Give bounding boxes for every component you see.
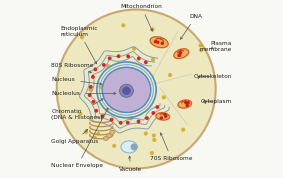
Circle shape [114,85,117,88]
Circle shape [151,28,154,31]
Text: Cytoplasm: Cytoplasm [200,99,231,104]
Circle shape [122,24,125,27]
Ellipse shape [103,136,108,140]
Circle shape [164,114,166,116]
Circle shape [150,152,153,155]
Ellipse shape [174,49,189,59]
Ellipse shape [121,141,137,153]
Circle shape [131,144,137,150]
Circle shape [152,134,155,137]
Circle shape [182,128,185,131]
Circle shape [151,58,154,61]
Circle shape [138,57,140,60]
Circle shape [185,101,187,103]
Ellipse shape [106,134,112,138]
Circle shape [157,41,159,43]
Circle shape [99,86,102,88]
Circle shape [93,136,96,139]
Text: Vacuole: Vacuole [119,156,142,172]
Circle shape [186,104,188,106]
Circle shape [101,115,104,117]
Circle shape [132,47,135,50]
Circle shape [92,101,95,103]
Circle shape [160,117,162,119]
Circle shape [88,94,91,96]
Circle shape [162,96,165,99]
Text: Cytoskeleton: Cytoskeleton [193,74,231,79]
Circle shape [129,117,132,120]
Circle shape [169,74,171,77]
Circle shape [81,36,83,39]
Ellipse shape [110,130,115,134]
Circle shape [113,84,115,87]
Circle shape [153,138,156,141]
Circle shape [117,55,120,57]
Text: Nuclear Envelope: Nuclear Envelope [52,108,108,168]
Circle shape [90,86,92,88]
Circle shape [89,88,92,91]
Circle shape [161,42,163,44]
Ellipse shape [102,67,151,112]
Ellipse shape [120,84,133,97]
Circle shape [178,54,180,57]
Circle shape [145,61,147,64]
Text: Nucleolus: Nucleolus [52,91,116,96]
Circle shape [179,52,182,54]
Circle shape [179,54,181,56]
Circle shape [95,109,98,112]
Ellipse shape [57,10,216,168]
Circle shape [85,130,87,133]
Circle shape [200,49,203,52]
Circle shape [103,64,105,66]
Circle shape [111,106,114,109]
Ellipse shape [156,113,170,120]
Circle shape [113,144,116,147]
Circle shape [187,102,189,104]
Circle shape [146,117,148,119]
Ellipse shape [178,100,192,108]
Circle shape [119,122,122,124]
Circle shape [155,41,156,43]
Circle shape [97,132,100,135]
Circle shape [94,68,97,71]
Text: Nucleus: Nucleus [52,77,102,85]
Circle shape [137,120,140,123]
Text: DNA: DNA [181,14,202,39]
Circle shape [152,112,155,114]
Circle shape [165,115,167,117]
Text: Chromatin
(DNA & Histones): Chromatin (DNA & Histones) [52,99,103,120]
Circle shape [127,55,129,58]
Circle shape [92,76,94,78]
Text: Plasma
membrane: Plasma membrane [199,41,231,52]
Text: Golgi Apparatus: Golgi Apparatus [52,129,99,144]
Circle shape [199,44,202,47]
Circle shape [108,57,111,59]
Text: Endoplasmic
reticulum: Endoplasmic reticulum [60,26,98,64]
Text: 70S Ribosome: 70S Ribosome [150,133,193,161]
Ellipse shape [150,37,168,48]
Circle shape [107,65,110,67]
Text: 80S Ribosome: 80S Ribosome [52,63,94,73]
Circle shape [127,121,129,124]
Circle shape [156,106,158,108]
Circle shape [144,132,147,135]
Text: Mitochondrion: Mitochondrion [121,4,162,31]
Circle shape [79,112,82,115]
Circle shape [110,119,113,121]
Circle shape [123,87,130,94]
